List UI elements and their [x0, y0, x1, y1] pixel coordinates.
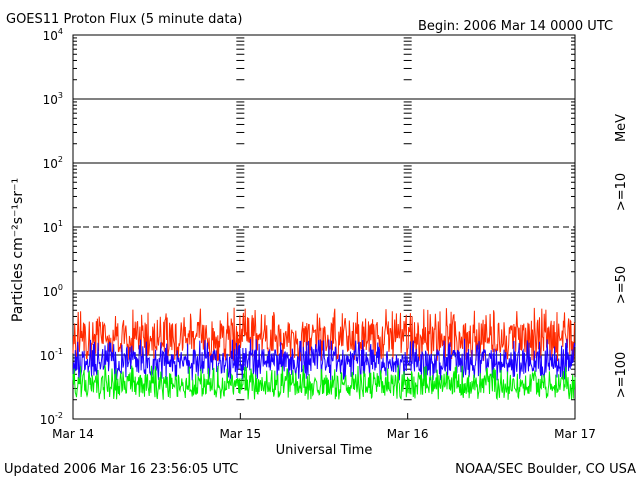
y-tick-label: 100 [43, 283, 63, 299]
y-tick-label: 103 [43, 91, 63, 107]
y-tick-label: 10-1 [40, 347, 63, 363]
series-ge50-line [72, 338, 576, 381]
plot-area: Mar 14 Mar 15 Mar 16 Mar 17 10-2 10-1 100 101 10… [40, 27, 596, 441]
y-axis-label: Particles cm⁻²s⁻¹sr⁻¹ [10, 178, 26, 322]
legend-ge10: >=10 [614, 173, 629, 211]
series-ge100-line [72, 364, 576, 401]
series-ge10-line [72, 307, 576, 362]
legend-ge100: >=100 [614, 352, 629, 399]
y-tick-label: 10-2 [40, 411, 63, 427]
begin-timestamp: Begin: 2006 Mar 14 0000 UTC [418, 19, 613, 34]
x-tick-label: Mar 16 [387, 427, 429, 441]
x-tick-label: Mar 15 [219, 427, 261, 441]
source-credit: NOAA/SEC Boulder, CO USA [455, 462, 636, 477]
y-tick-label: 104 [43, 27, 63, 43]
chart-title: GOES11 Proton Flux (5 minute data) [6, 12, 242, 27]
x-tick-label: Mar 17 [554, 427, 596, 441]
legend-ge50: >=50 [614, 266, 629, 304]
x-axis-label: Universal Time [276, 443, 373, 458]
y-tick-label: 101 [43, 219, 63, 235]
legend-units: MeV [614, 114, 629, 142]
updated-timestamp: Updated 2006 Mar 16 23:56:05 UTC [4, 462, 238, 477]
x-tick-label: Mar 14 [52, 427, 94, 441]
y-tick-label: 102 [43, 155, 63, 171]
